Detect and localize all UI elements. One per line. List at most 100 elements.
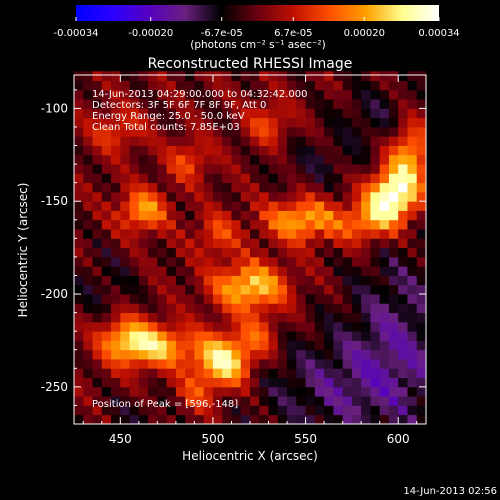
heatmap-cell	[351, 182, 362, 193]
heatmap-cell	[231, 331, 242, 341]
heatmap-cell	[92, 340, 103, 351]
heatmap-cell	[222, 201, 232, 211]
heatmap-cell	[361, 340, 371, 351]
heatmap-cell	[407, 303, 418, 314]
heatmap-cell	[222, 89, 232, 100]
heatmap-cell	[231, 303, 242, 314]
heatmap-cell	[138, 219, 149, 230]
heatmap-cell	[83, 303, 93, 314]
heatmap-cell	[157, 312, 168, 323]
heatmap-cell	[157, 266, 168, 276]
heatmap-cell	[148, 80, 158, 91]
heatmap-cell	[333, 284, 344, 295]
heatmap-cell	[287, 89, 297, 100]
heatmap-cell	[379, 136, 390, 146]
heatmap-cell	[157, 386, 168, 397]
heatmap-cell	[138, 368, 149, 378]
heatmap-cell	[74, 331, 84, 341]
heatmap-cell	[277, 359, 288, 369]
heatmap-cell	[324, 377, 334, 388]
heatmap-cell	[111, 256, 121, 267]
heatmap-cell	[166, 349, 177, 360]
heatmap-cell	[129, 182, 140, 193]
heatmap-cell	[185, 247, 195, 258]
heatmap-cell	[250, 405, 260, 416]
heatmap-cell	[388, 136, 399, 146]
heatmap-cell	[111, 312, 121, 323]
heatmap-cell	[74, 405, 84, 416]
heatmap-cell	[324, 126, 334, 137]
heatmap-cell	[101, 321, 112, 332]
heatmap-cell	[83, 349, 93, 360]
heatmap-cell	[342, 80, 353, 91]
heatmap-cell	[379, 71, 390, 81]
heatmap-cell	[138, 80, 149, 91]
heatmap-cell	[314, 303, 325, 314]
heatmap-cell	[398, 321, 408, 332]
heatmap-cell	[416, 164, 427, 174]
heatmap-cell	[240, 396, 251, 406]
heatmap-cell	[305, 238, 316, 249]
heatmap-cell	[398, 210, 408, 221]
heatmap-cell	[305, 164, 316, 174]
heatmap-cell	[370, 71, 381, 81]
heatmap-cell	[379, 414, 390, 425]
heatmap-cell	[101, 386, 112, 397]
heatmap-cell	[305, 359, 316, 369]
heatmap-cell	[370, 294, 381, 304]
heatmap-cell	[231, 71, 242, 81]
heatmap-cell	[268, 229, 279, 239]
heatmap-cell	[101, 368, 112, 378]
heatmap-cell	[333, 247, 344, 258]
heatmap-cell	[203, 80, 214, 91]
heatmap-cell	[250, 201, 260, 211]
heatmap-cell	[101, 108, 112, 119]
heatmap-cell	[287, 349, 297, 360]
heatmap-cell	[250, 303, 260, 314]
heatmap-cell	[148, 182, 158, 193]
heatmap-cell	[314, 349, 325, 360]
heatmap-cell	[74, 99, 84, 109]
heatmap-cell	[231, 284, 242, 295]
heatmap-cell	[129, 284, 140, 295]
heatmap-cell	[333, 331, 344, 341]
heatmap-cell	[370, 359, 381, 369]
heatmap-cell	[361, 321, 371, 332]
heatmap-cell	[240, 331, 251, 341]
heatmap-cell	[148, 359, 158, 369]
heatmap-cell	[388, 201, 399, 211]
heatmap-cell	[148, 405, 158, 416]
heatmap-cell	[324, 164, 334, 174]
heatmap-cell	[250, 340, 260, 351]
heatmap-cell	[185, 359, 195, 369]
heatmap-cell	[231, 349, 242, 360]
heatmap-cell	[407, 219, 418, 230]
heatmap-cell	[157, 256, 168, 267]
heatmap-cell	[259, 145, 269, 156]
heatmap-cell	[148, 71, 158, 81]
heatmap-cell	[398, 294, 408, 304]
heatmap-cell	[314, 191, 325, 202]
heatmap-cell	[74, 386, 84, 397]
heatmap-cell	[342, 303, 353, 314]
heatmap-cell	[333, 321, 344, 332]
heatmap-cell	[212, 182, 223, 193]
heatmap-cell	[212, 256, 223, 267]
heatmap-cell	[92, 99, 103, 109]
heatmap-cell	[314, 238, 325, 249]
heatmap-cell	[83, 275, 93, 286]
heatmap-cell	[222, 145, 232, 156]
heatmap-cell	[138, 331, 149, 341]
heatmap-cell	[305, 210, 316, 221]
heatmap-cell	[314, 145, 325, 156]
heatmap-cell	[342, 173, 353, 184]
colorbar-tick-label: 0.00034	[418, 28, 459, 39]
heatmap-cell	[148, 145, 158, 156]
heatmap-cell	[398, 312, 408, 323]
heatmap-cell	[111, 201, 121, 211]
heatmap-cell	[148, 238, 158, 249]
heatmap-cell	[222, 331, 232, 341]
heatmap-cell	[250, 368, 260, 378]
heatmap-cell	[83, 368, 93, 378]
heatmap-cell	[370, 238, 381, 249]
